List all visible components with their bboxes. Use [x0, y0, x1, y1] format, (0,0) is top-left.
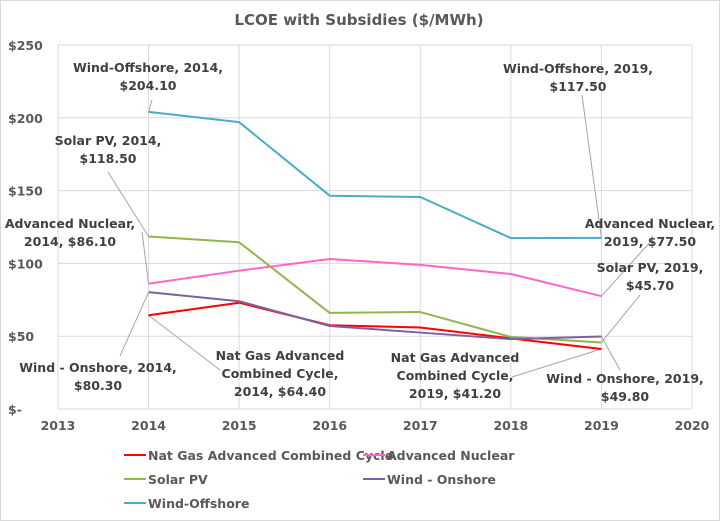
data-label-line: Wind - Onshore, 2019,	[546, 371, 704, 386]
data-label-line: Wind-Offshore, 2014,	[73, 60, 223, 75]
data-label: Wind - Onshore, 2014, $80.30	[19, 360, 177, 393]
x-tick-label: 2014	[131, 418, 166, 433]
data-label-line: Combined Cycle,	[222, 366, 339, 381]
data-label-line: $118.50	[80, 151, 137, 166]
x-tick-label: 2015	[222, 418, 257, 433]
x-tick-label: 2020	[675, 418, 710, 433]
data-label-line: $45.70	[626, 278, 675, 293]
gridlines	[57, 44, 693, 410]
leader-line	[148, 314, 221, 371]
x-tick-label: 2019	[584, 418, 619, 433]
y-tick-label: $100	[8, 256, 43, 271]
leader-line	[148, 99, 153, 112]
leader-line	[600, 336, 621, 371]
legend-label: Advanced Nuclear	[387, 448, 515, 463]
leader-line	[601, 294, 641, 343]
leader-line	[119, 291, 150, 357]
leader-line	[107, 171, 149, 237]
legend: Nat Gas Advanced Combined CycleAdvanced …	[124, 448, 515, 511]
series-lines	[148, 110, 602, 351]
data-label: Solar PV, 2019, $45.70	[597, 260, 704, 293]
y-tick-label: $250	[8, 38, 43, 53]
data-label-line: Wind - Onshore, 2014,	[19, 360, 177, 375]
leader-line	[601, 239, 653, 297]
x-tick-label: 2018	[493, 418, 528, 433]
series-line-advanced-nuclear	[148, 258, 602, 298]
y-tick-label: $-	[8, 402, 22, 417]
x-tick-label: 2017	[403, 418, 438, 433]
data-label: Wind-Offshore, 2019, $117.50	[503, 61, 653, 94]
leader-line	[581, 94, 602, 238]
data-label-line: $204.10	[120, 78, 177, 93]
data-label: Wind-Offshore, 2014, $204.10	[73, 60, 223, 93]
data-label: Advanced Nuclear, 2019, $77.50	[585, 216, 715, 249]
annotation-leader-lines	[107, 94, 653, 378]
series-line-nat-gas-advanced-combined-cycle	[148, 301, 602, 351]
data-label: Nat Gas Advanced Combined Cycle, 2019, $41…	[391, 350, 520, 401]
data-label-line: $117.50	[550, 79, 607, 94]
series-line-wind-offshore	[148, 110, 602, 240]
series-line-wind-onshore	[148, 291, 602, 341]
legend-label: Solar PV	[148, 472, 208, 487]
legend-label: Wind - Onshore	[387, 472, 496, 487]
data-label-line: Advanced Nuclear,	[585, 216, 715, 231]
data-label-line: 2019, $41.20	[409, 386, 501, 401]
data-label-line: 2014, $86.10	[24, 234, 116, 249]
x-axis-ticks: 2013 2014 2015 2016 2017 2018 2019 2020	[41, 418, 710, 433]
data-label-line: $49.80	[601, 389, 650, 404]
leader-line	[141, 231, 150, 284]
x-tick-label: 2013	[41, 418, 76, 433]
legend-label: Wind-Offshore	[148, 496, 249, 511]
data-label-line: Solar PV, 2019,	[597, 260, 704, 275]
data-label-line: Wind-Offshore, 2019,	[503, 61, 653, 76]
data-label: Wind - Onshore, 2019, $49.80	[546, 371, 704, 404]
y-tick-label: $50	[8, 329, 34, 344]
chart-title: LCOE with Subsidies ($/MWh)	[234, 11, 483, 29]
data-label: Nat Gas Advanced Combined Cycle, 2014, $64…	[216, 348, 345, 399]
data-label-line: 2014, $64.40	[234, 384, 326, 399]
y-axis-ticks: $- $50 $100 $150 $200 $250	[8, 38, 43, 417]
data-labels: Wind-Offshore, 2014, $204.10 Solar PV, 201…	[5, 60, 715, 404]
legend-label: Nat Gas Advanced Combined Cycle	[148, 448, 393, 463]
data-label-line: Solar PV, 2014,	[55, 133, 162, 148]
data-label: Advanced Nuclear, 2014, $86.10	[5, 216, 135, 249]
data-label-line: $80.30	[74, 378, 123, 393]
y-tick-label: $150	[8, 184, 43, 199]
data-label-line: Advanced Nuclear,	[5, 216, 135, 231]
data-label-line: Nat Gas Advanced	[216, 348, 345, 363]
data-label-line: Combined Cycle,	[397, 368, 514, 383]
y-tick-label: $200	[8, 111, 43, 126]
leader-line	[511, 348, 602, 378]
data-label: Solar PV, 2014, $118.50	[55, 133, 162, 166]
data-label-line: Nat Gas Advanced	[391, 350, 520, 365]
data-label-line: 2019, $77.50	[604, 234, 696, 249]
x-tick-label: 2016	[312, 418, 347, 433]
